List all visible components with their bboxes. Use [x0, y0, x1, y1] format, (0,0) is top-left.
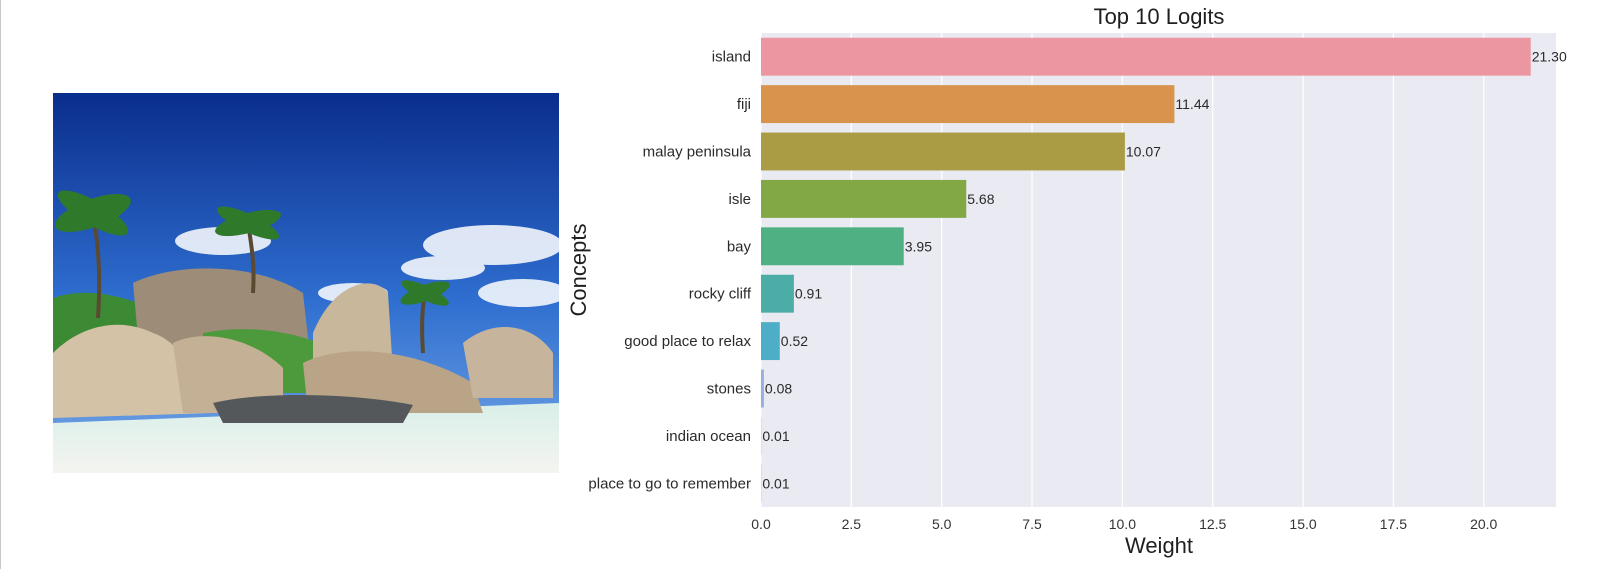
bar — [761, 274, 794, 313]
bar — [761, 179, 967, 218]
value-label: 10.07 — [1126, 144, 1161, 160]
x-tick-label: 10.0 — [1109, 516, 1136, 532]
bar — [761, 132, 1125, 171]
x-tick-label: 17.5 — [1380, 516, 1407, 532]
beach-photo — [53, 93, 559, 473]
value-label: 0.01 — [762, 428, 789, 444]
category-label: stones — [707, 381, 751, 398]
x-tick-labels: 0.0 2.5 5.0 7.5 10.0 12.5 15.0 17.5 20.0 — [751, 516, 1497, 532]
palm-fronds — [55, 190, 450, 306]
x-tick-label: 20.0 — [1470, 516, 1497, 532]
category-label: fiji — [737, 96, 751, 113]
category-label: indian ocean — [666, 428, 751, 445]
bar — [761, 322, 780, 361]
value-label: 21.30 — [1532, 49, 1567, 65]
bars — [761, 37, 1531, 503]
rock-far-right — [463, 326, 553, 398]
value-label: 0.08 — [765, 381, 792, 397]
y-axis-title: Concepts — [566, 224, 591, 317]
value-label: 11.44 — [1175, 96, 1209, 112]
x-tick-label: 5.0 — [932, 516, 952, 532]
rock-left — [53, 324, 213, 418]
sand — [53, 403, 559, 473]
category-label: isle — [728, 191, 751, 208]
bar — [761, 227, 904, 266]
x-tick-label: 0.0 — [751, 516, 771, 532]
category-label: malay peninsula — [643, 144, 752, 161]
value-label: 5.68 — [967, 191, 994, 207]
category-label: good place to relax — [624, 333, 751, 350]
category-label: place to go to remember — [588, 475, 751, 492]
value-label: 0.01 — [762, 475, 789, 491]
x-tick-label: 12.5 — [1199, 516, 1226, 532]
x-tick-label: 7.5 — [1022, 516, 1042, 532]
value-labels: 21.30 11.44 10.07 5.68 3.95 0.91 0.52 0.08 0.01 0… — [762, 49, 1567, 492]
category-labels: island fiji malay peninsula isle bay rocky cl… — [588, 49, 751, 493]
category-label: bay — [727, 238, 752, 255]
value-label: 3.95 — [905, 238, 932, 254]
x-tick-label: 15.0 — [1289, 516, 1316, 532]
category-label: island — [712, 49, 751, 66]
x-tick-label: 2.5 — [842, 516, 862, 532]
bar — [761, 369, 764, 408]
chart-title: Top 10 Logits — [1094, 4, 1225, 29]
category-label: rocky cliff — [689, 286, 752, 303]
dark-rocks — [213, 394, 413, 423]
beach-photo-illustration — [53, 93, 559, 473]
value-label: 0.52 — [781, 333, 808, 349]
bar — [761, 85, 1175, 124]
rock-center — [173, 336, 283, 413]
bar — [761, 37, 1531, 76]
x-axis-title: Weight — [1125, 533, 1193, 558]
page-left-border — [0, 0, 1, 569]
value-label: 0.91 — [795, 286, 822, 302]
